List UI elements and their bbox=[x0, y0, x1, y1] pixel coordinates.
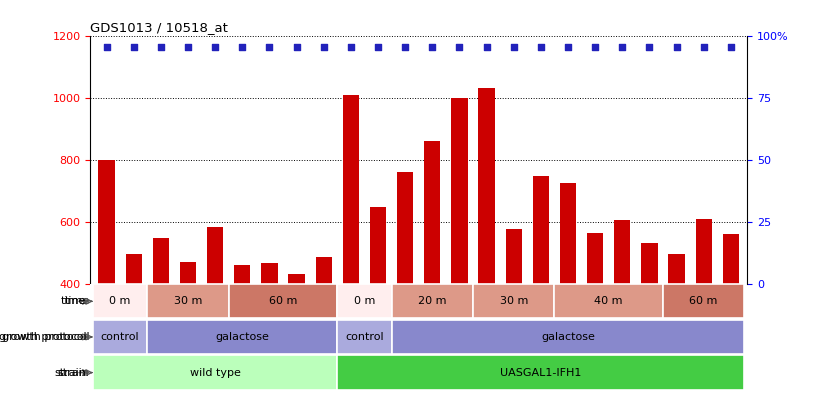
Point bbox=[317, 44, 330, 51]
Bar bbox=[180, 262, 196, 284]
Text: growth protocol: growth protocol bbox=[2, 332, 89, 342]
Bar bbox=[153, 238, 169, 284]
Text: 30 m: 30 m bbox=[499, 296, 528, 306]
Bar bbox=[695, 219, 712, 284]
Bar bbox=[147, 284, 229, 318]
Bar bbox=[668, 254, 685, 284]
Text: 0 m: 0 m bbox=[109, 296, 131, 306]
Bar bbox=[614, 220, 631, 284]
Text: UASGAL1-IFH1: UASGAL1-IFH1 bbox=[500, 368, 581, 377]
Bar bbox=[99, 160, 115, 284]
Bar bbox=[506, 228, 522, 284]
Bar bbox=[641, 243, 658, 284]
Point bbox=[697, 44, 710, 51]
Point bbox=[724, 44, 737, 51]
Point bbox=[562, 44, 575, 51]
Text: galactose: galactose bbox=[215, 332, 269, 342]
Bar bbox=[554, 284, 663, 318]
Bar bbox=[479, 88, 495, 284]
Bar bbox=[424, 141, 440, 284]
Bar bbox=[315, 257, 332, 283]
Bar bbox=[560, 183, 576, 284]
Bar bbox=[392, 320, 745, 354]
Text: time: time bbox=[65, 296, 89, 306]
Point bbox=[643, 44, 656, 51]
Bar bbox=[397, 172, 413, 284]
Text: 20 m: 20 m bbox=[418, 296, 447, 306]
Text: wild type: wild type bbox=[190, 368, 241, 377]
Point bbox=[290, 44, 303, 51]
Text: 60 m: 60 m bbox=[268, 296, 297, 306]
Point bbox=[670, 44, 683, 51]
Bar bbox=[342, 95, 359, 284]
Bar bbox=[93, 320, 147, 354]
Point bbox=[371, 44, 384, 51]
Point bbox=[263, 44, 276, 51]
Bar bbox=[288, 274, 305, 284]
Point bbox=[344, 44, 357, 51]
Bar bbox=[234, 265, 250, 284]
Point bbox=[453, 44, 466, 51]
Text: control: control bbox=[101, 332, 140, 342]
Point bbox=[507, 44, 521, 51]
Text: galactose: galactose bbox=[541, 332, 595, 342]
Text: 30 m: 30 m bbox=[174, 296, 202, 306]
Text: control: control bbox=[345, 332, 383, 342]
Text: 60 m: 60 m bbox=[690, 296, 718, 306]
Point bbox=[154, 44, 167, 51]
Point bbox=[616, 44, 629, 51]
Point bbox=[426, 44, 439, 51]
Bar bbox=[126, 254, 142, 284]
Point bbox=[209, 44, 222, 51]
Bar bbox=[369, 207, 386, 284]
Bar bbox=[147, 320, 337, 354]
Bar bbox=[722, 234, 739, 284]
Point bbox=[398, 44, 411, 51]
Point bbox=[127, 44, 140, 51]
Text: 40 m: 40 m bbox=[594, 296, 623, 306]
Bar bbox=[452, 98, 468, 284]
Bar bbox=[587, 233, 603, 284]
Point bbox=[100, 44, 113, 51]
Bar bbox=[473, 284, 554, 318]
Text: 0 m: 0 m bbox=[354, 296, 375, 306]
Bar bbox=[392, 284, 473, 318]
Bar bbox=[337, 320, 392, 354]
Point bbox=[589, 44, 602, 51]
Text: strain: strain bbox=[58, 368, 89, 377]
Bar bbox=[229, 284, 337, 318]
Bar bbox=[93, 356, 337, 390]
Point bbox=[181, 44, 195, 51]
Bar bbox=[663, 284, 745, 318]
Bar bbox=[337, 356, 745, 390]
Text: strain: strain bbox=[54, 368, 86, 377]
Point bbox=[236, 44, 249, 51]
Point bbox=[480, 44, 493, 51]
Bar bbox=[93, 284, 147, 318]
Bar bbox=[337, 284, 392, 318]
Text: time: time bbox=[61, 296, 86, 306]
Bar bbox=[533, 176, 549, 284]
Bar bbox=[261, 263, 277, 284]
Point bbox=[534, 44, 548, 51]
Text: growth protocol: growth protocol bbox=[0, 332, 86, 342]
Bar bbox=[207, 227, 223, 284]
Text: GDS1013 / 10518_at: GDS1013 / 10518_at bbox=[90, 21, 228, 34]
